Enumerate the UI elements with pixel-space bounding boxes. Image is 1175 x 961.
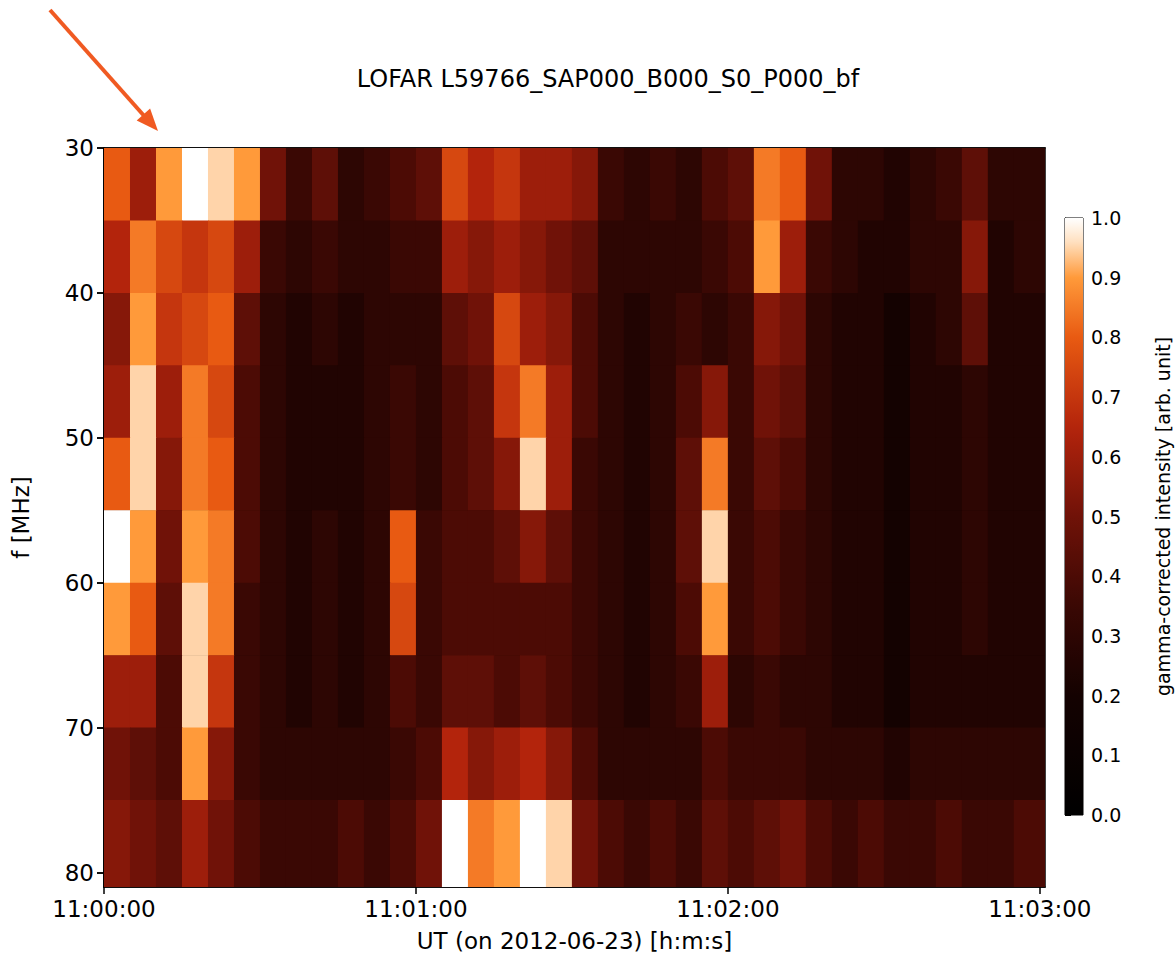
svg-text:0.0: 0.0 [1091,804,1121,826]
svg-text:0.6: 0.6 [1091,446,1121,468]
svg-text:UT (on 2012-06-23) [h:m:s]: UT (on 2012-06-23) [h:m:s] [417,928,733,954]
svg-text:40: 40 [65,280,94,306]
svg-text:11:03:00: 11:03:00 [988,896,1091,922]
svg-text:11:00:00: 11:00:00 [52,896,155,922]
svg-text:11:02:00: 11:02:00 [676,896,779,922]
svg-text:LOFAR L59766_SAP000_B000_S0_P0: LOFAR L59766_SAP000_B000_S0_P000_bf [357,65,860,93]
svg-text:60: 60 [65,570,94,596]
svg-text:70: 70 [65,715,94,741]
svg-text:50: 50 [65,425,94,451]
svg-text:0.8: 0.8 [1091,326,1121,348]
svg-text:0.5: 0.5 [1091,506,1121,528]
svg-text:1.0: 1.0 [1091,207,1121,229]
svg-text:11:01:00: 11:01:00 [364,896,467,922]
svg-text:0.4: 0.4 [1091,565,1121,587]
svg-text:0.9: 0.9 [1091,267,1121,289]
svg-text:0.3: 0.3 [1091,625,1121,647]
svg-text:80: 80 [65,860,94,886]
svg-text:30: 30 [65,135,94,161]
svg-text:0.1: 0.1 [1091,744,1121,766]
svg-text:0.2: 0.2 [1091,685,1121,707]
svg-text:0.7: 0.7 [1091,386,1121,408]
svg-text:f [MHz]: f [MHz] [8,476,34,559]
svg-text:gamma-corrected intensity [arb: gamma-corrected intensity [arb. unit] [1152,337,1174,696]
